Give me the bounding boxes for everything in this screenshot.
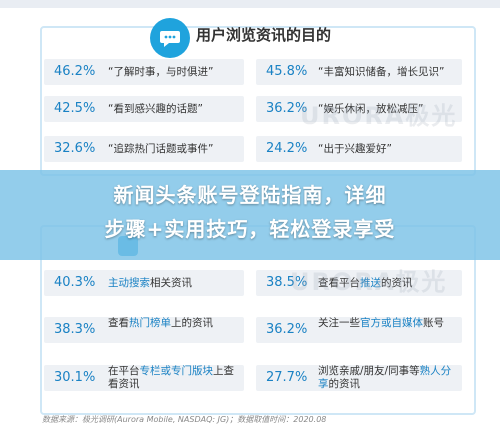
left-label: “了解时事，与时俱进” (108, 66, 214, 78)
watermark: URORA极光 (300, 102, 458, 130)
left-cell (44, 96, 244, 122)
panel-title: 用户浏览资讯的目的 (0, 10, 500, 58)
left-value: 30.1% (54, 370, 96, 385)
right-label: 查看平台推送的资讯 (318, 270, 458, 296)
right-cell (256, 317, 462, 343)
left-label: 主动搜索相关资讯 (108, 270, 242, 296)
highlight-text: 热门榜单 (129, 317, 171, 329)
headline: 新闻头条账号登陆指南，详细 步骤+实用技巧，轻松登录享受 (0, 178, 500, 246)
right-label: “丰富知识储备，增长见识” (318, 66, 445, 78)
plain-text: 相关资讯 (150, 277, 192, 289)
left-cell (44, 136, 244, 162)
plain-text: 账号 (423, 317, 444, 329)
table-row: 46.2% “了解时事，与时俱进” 45.8% “丰富知识储备，增长见识” (0, 59, 500, 85)
highlight-text: 专栏或专门版块 (139, 365, 214, 377)
table-row: 42.5% “看到感兴趣的话题” 36.2% “娱乐休闲，放松减压” (0, 96, 500, 122)
right-label: 关注一些官方或自媒体账号 (318, 317, 458, 343)
table-row: 40.3% 主动搜索相关资讯 38.5% 查看平台推送的资讯 (0, 270, 500, 296)
left-label: 查看热门榜单上的资讯 (108, 317, 242, 343)
plain-text: 关注一些 (318, 317, 360, 329)
watermark-2: URORA极光 (290, 268, 448, 296)
left-label: 在平台专栏或专门版块上查看资讯 (108, 365, 242, 391)
page-title: 用户浏览资讯的目的 (196, 26, 332, 44)
plain-text: 上查看资讯 (108, 365, 234, 390)
source-note: 数据来源：极光调研(Aurora Mobile, NASDAQ: JG)；数据取… (42, 415, 327, 424)
right-value: 36.2% (266, 322, 308, 337)
right-value: 24.2% (266, 141, 308, 156)
right-label: “娱乐休闲，放松减压” (318, 103, 424, 115)
highlight-text: 官方或自媒体 (360, 317, 423, 329)
left-cell (44, 270, 244, 296)
right-label: “出于兴趣爱好” (318, 143, 392, 155)
right-value: 38.5% (266, 275, 308, 290)
right-cell (256, 365, 462, 391)
left-value: 42.5% (54, 101, 96, 116)
table-row: 38.3% 查看热门榜单上的资讯 36.2% 关注一些官方或自媒体账号 (0, 317, 500, 343)
plain-text: 浏览亲戚/朋友/同事等 (318, 365, 420, 377)
left-label: “追踪热门话题或事件” (108, 143, 214, 155)
right-cell (256, 59, 462, 85)
right-cell (256, 136, 462, 162)
left-cell (44, 365, 244, 391)
headline-line-2: 步骤+实用技巧，轻松登录享受 (104, 217, 396, 241)
left-cell (44, 317, 244, 343)
right-cell (256, 270, 462, 296)
plain-text: 查看 (108, 317, 129, 329)
plain-text: 查看平台 (318, 277, 360, 289)
highlight-text: 主动搜索 (108, 277, 150, 289)
top-band (0, 0, 500, 8)
right-value: 27.7% (266, 370, 308, 385)
highlight-text: 熟人分享 (318, 365, 452, 390)
left-value: 46.2% (54, 64, 96, 79)
plain-text: 的资讯 (328, 378, 361, 390)
left-value: 40.3% (54, 275, 96, 290)
highlight-text: 推送 (360, 277, 381, 289)
right-cell (256, 96, 462, 122)
chat-bubble-icon (150, 18, 190, 58)
plain-text: 上的资讯 (171, 317, 213, 329)
plain-text: 在平台 (108, 365, 140, 377)
table-row: 30.1% 在平台专栏或专门版块上查看资讯 27.7% 浏览亲戚/朋友/同事等熟人分享… (0, 365, 500, 391)
left-cell (44, 59, 244, 85)
headline-banner (0, 170, 500, 260)
left-value: 38.3% (54, 322, 96, 337)
right-value: 45.8% (266, 64, 308, 79)
plain-text: 的资讯 (381, 277, 413, 289)
headline-line-1: 新闻头条账号登陆指南，详细 (113, 183, 387, 207)
right-label: 浏览亲戚/朋友/同事等熟人分享的资讯 (318, 365, 458, 391)
table-row: 32.6% “追踪热门话题或事件” 24.2% “出于兴趣爱好” (0, 136, 500, 162)
left-label: “看到感兴趣的话题” (108, 103, 203, 115)
left-value: 32.6% (54, 141, 96, 156)
right-value: 36.2% (266, 101, 308, 116)
